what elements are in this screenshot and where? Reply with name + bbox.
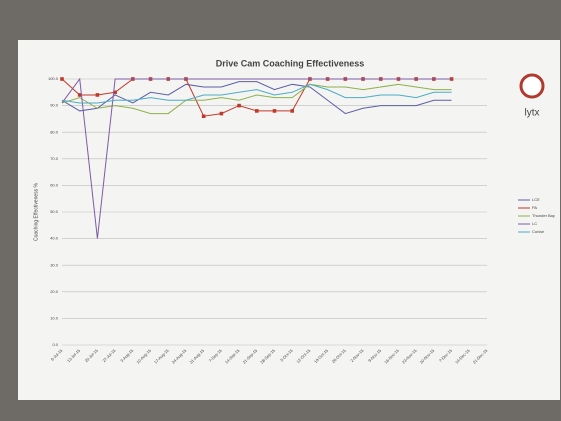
y-tick-label: 50.0 [50,209,59,214]
logo [521,75,543,97]
legend-label: PA [532,205,537,210]
series-marker [290,109,294,113]
y-tick-label: 80.0 [50,129,59,134]
legend-label: Cortair [532,229,545,234]
y-tick-label: 60.0 [50,182,59,187]
chart: Drive Cam Coaching Effectiveness Coachin… [0,0,561,421]
y-tick-label: 20.0 [50,289,59,294]
y-tick-label: 10.0 [50,315,59,320]
legend-label: Thunder Bay [532,213,555,218]
chart-title: Drive Cam Coaching Effectiveness [216,58,365,68]
legend-label: LCE [532,197,540,202]
y-tick-label: 40.0 [50,236,59,241]
series-marker [255,109,259,113]
legend-label: LC [532,221,537,226]
series-marker [220,112,224,116]
y-tick-label: 100.0 [48,76,59,81]
y-tick-label: 0.0 [52,342,58,347]
series-marker [237,104,241,108]
y-tick-label: 90.0 [50,103,59,108]
series-marker [60,77,64,81]
brand: lytx [525,108,540,119]
series-marker [202,114,206,118]
y-tick-label: 70.0 [50,156,59,161]
page: Drive Cam Coaching Effectiveness Coachin… [0,0,561,421]
y-axis-label: Coaching Effectiveness % [33,182,39,241]
series-marker [273,109,277,113]
y-tick-label: 30.0 [50,262,59,267]
series-marker [96,93,100,97]
